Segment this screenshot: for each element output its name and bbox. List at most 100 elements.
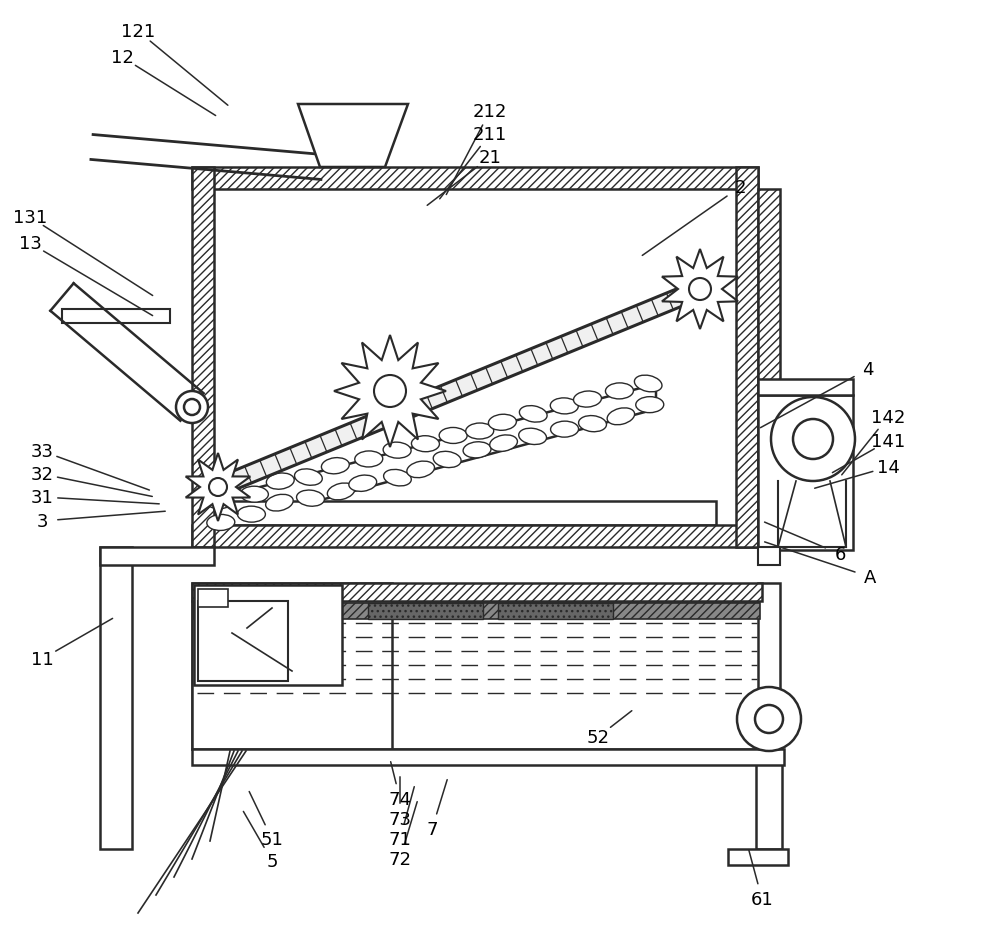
Text: 14: 14 [877,459,899,477]
Ellipse shape [634,376,662,393]
Circle shape [793,419,833,460]
Circle shape [771,397,855,481]
Ellipse shape [488,414,516,430]
Ellipse shape [463,443,491,459]
Polygon shape [214,384,656,530]
Bar [728,849,788,865]
Circle shape [689,278,711,301]
Text: 11: 11 [31,650,53,668]
Ellipse shape [550,398,578,414]
Text: 121: 121 [121,23,155,41]
Text: 13: 13 [19,235,41,253]
Bar [100,548,132,849]
Ellipse shape [355,451,383,467]
Ellipse shape [384,470,411,486]
Text: 4: 4 [862,361,874,379]
Ellipse shape [574,392,601,408]
Text: 71: 71 [389,830,411,848]
Bar [192,583,762,601]
Ellipse shape [519,406,547,423]
Bar [758,396,853,550]
Ellipse shape [607,409,635,426]
Bar [736,168,758,548]
Text: 142: 142 [871,409,905,427]
Bar [192,750,784,766]
Text: 31: 31 [31,488,53,507]
Text: 212: 212 [473,103,507,121]
Ellipse shape [383,443,411,459]
Bar [198,601,288,682]
Polygon shape [298,105,408,168]
Bar [758,583,780,849]
Ellipse shape [297,491,324,507]
Bar [756,750,782,849]
Text: 131: 131 [13,209,47,227]
Text: 73: 73 [389,810,412,828]
Text: 72: 72 [389,851,412,868]
Bar [214,190,736,526]
Polygon shape [186,453,250,521]
Ellipse shape [551,422,579,438]
Text: 74: 74 [389,790,412,808]
Bar [214,501,716,526]
Ellipse shape [240,487,268,502]
Text: 211: 211 [473,126,507,143]
Circle shape [374,376,406,408]
Bar [62,310,170,324]
Bar [194,585,342,685]
Circle shape [737,687,801,751]
Ellipse shape [519,429,547,445]
Text: 7: 7 [426,820,438,838]
Text: 21: 21 [479,149,501,167]
Ellipse shape [605,383,633,399]
Text: 61: 61 [751,890,773,908]
Ellipse shape [636,397,664,413]
Circle shape [209,479,227,497]
Text: 33: 33 [31,443,54,461]
Bar [198,589,228,607]
Text: 12: 12 [111,49,133,67]
Circle shape [176,392,208,424]
Ellipse shape [411,436,439,452]
Text: 141: 141 [871,432,905,450]
Text: 52: 52 [586,728,610,746]
Ellipse shape [490,435,517,452]
Ellipse shape [237,507,265,523]
Text: A: A [864,568,876,586]
Ellipse shape [466,424,494,440]
Bar [194,603,760,619]
Ellipse shape [321,458,349,474]
Text: 5: 5 [266,852,278,870]
Bar [192,583,392,750]
Ellipse shape [439,428,467,444]
Text: 32: 32 [31,465,54,483]
Ellipse shape [579,416,606,432]
Polygon shape [662,250,738,329]
Polygon shape [215,281,703,496]
Ellipse shape [327,483,355,500]
Bar [100,548,214,565]
Bar [758,190,780,548]
Bar [192,168,214,548]
Text: 3: 3 [36,513,48,531]
Bar [758,548,780,565]
Bar [758,379,853,396]
Ellipse shape [266,474,294,490]
Bar [192,601,762,750]
Ellipse shape [207,514,235,531]
Text: 2: 2 [734,178,746,196]
Text: 6: 6 [834,546,846,564]
Circle shape [755,705,783,733]
Bar [368,603,483,619]
Bar [498,603,613,619]
Ellipse shape [266,495,293,512]
Ellipse shape [295,469,322,486]
Ellipse shape [206,493,234,509]
Bar [192,526,758,548]
Bar [192,168,758,190]
Ellipse shape [433,452,461,468]
Polygon shape [334,336,446,447]
Ellipse shape [349,476,377,492]
Text: 51: 51 [261,830,283,848]
Ellipse shape [407,462,434,479]
